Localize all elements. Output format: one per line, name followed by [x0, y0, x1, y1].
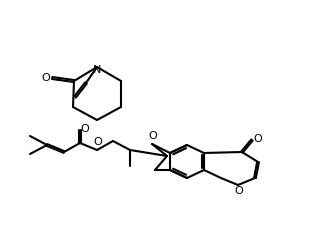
Text: O: O [234, 186, 243, 196]
Text: O: O [149, 131, 157, 141]
Text: O: O [94, 137, 102, 147]
Text: O: O [254, 134, 262, 144]
Text: N: N [93, 65, 101, 75]
Text: O: O [81, 124, 89, 134]
Text: O: O [42, 73, 50, 83]
